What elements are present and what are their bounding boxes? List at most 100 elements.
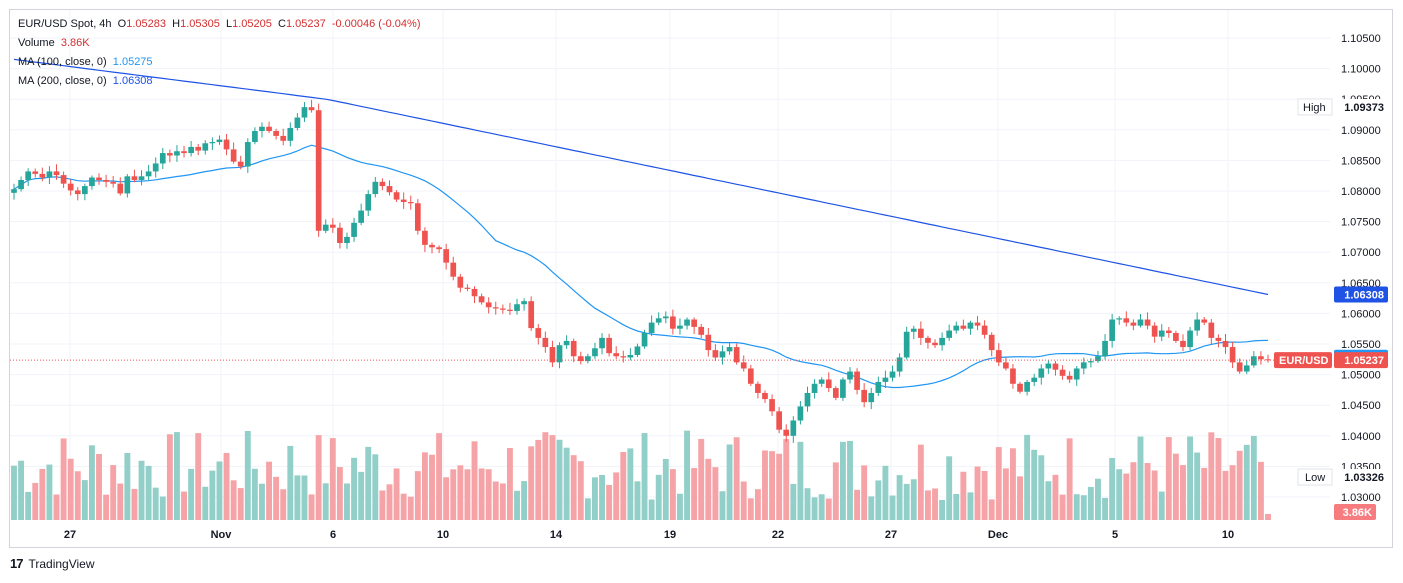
candle-body	[655, 318, 662, 323]
last-value: 1.05237	[1344, 355, 1384, 367]
volume-bar	[1208, 432, 1215, 520]
ma200-value: 1.06308	[1344, 290, 1384, 302]
legend-volume-label: Volume	[18, 37, 55, 49]
candle-body	[556, 345, 563, 363]
x-tick-label: 27	[64, 529, 76, 541]
volume-bar	[882, 465, 889, 520]
candle-body	[379, 181, 386, 187]
candle-body	[450, 262, 457, 277]
candle-body	[507, 309, 513, 311]
candle-body	[939, 337, 945, 346]
ma200-line	[13, 58, 1269, 296]
high-value-bg	[1334, 98, 1388, 115]
volume-bar	[25, 491, 32, 520]
y-tick-label: 1.10000	[1341, 64, 1381, 76]
volume-bar	[1123, 473, 1130, 520]
candle-body	[365, 194, 372, 211]
legend-volume-row[interactable]: Volume 3.86K	[18, 34, 421, 53]
volume-bar	[776, 453, 783, 520]
candle-body	[762, 392, 768, 400]
legend-change: -0.00046 (-0.04%)	[331, 18, 421, 30]
volume-bar	[1201, 467, 1208, 520]
volume-bar	[698, 438, 705, 520]
volume-bar	[903, 483, 910, 520]
volume-bar	[1187, 436, 1194, 520]
y-tick-label: 1.04000	[1341, 431, 1381, 443]
footer-brand[interactable]: 17 TradingView	[10, 556, 95, 571]
candle-body	[329, 224, 336, 228]
candle-body	[705, 334, 712, 351]
candle-body	[953, 325, 960, 331]
volume-bar	[400, 493, 407, 520]
candle-body	[1017, 383, 1023, 392]
candle-body	[1109, 319, 1115, 341]
candle-body	[1215, 337, 1222, 341]
candle-body	[422, 230, 428, 245]
volume-bar	[868, 496, 875, 520]
legend-ma100-row[interactable]: MA (100, close, 0) 1.05275	[18, 53, 421, 72]
volume-bar	[1087, 486, 1094, 520]
volume-bar	[478, 468, 485, 520]
volume-bar	[1250, 435, 1257, 520]
legend-low: 1.05205	[232, 18, 272, 30]
candle-body	[662, 316, 669, 319]
candle-body	[216, 139, 223, 143]
volume-bar	[117, 483, 124, 520]
candle-body	[11, 189, 17, 193]
volume-bar	[627, 448, 634, 520]
candle-body	[308, 107, 315, 111]
volume-bar	[152, 487, 159, 520]
tradingview-logo-icon: 17	[10, 556, 24, 571]
volume-bar	[492, 481, 499, 520]
volume-bar	[393, 468, 400, 520]
volume-bar	[88, 445, 95, 520]
candle-body	[988, 334, 995, 351]
candle-body	[613, 353, 620, 357]
candle-body	[797, 406, 804, 421]
candle-body	[464, 287, 471, 289]
volume-bar	[854, 489, 861, 520]
volume-bar	[244, 431, 251, 520]
volume-bar	[443, 477, 450, 520]
candle-body	[287, 127, 294, 141]
x-tick-label: 19	[664, 529, 676, 541]
candle-body	[358, 210, 364, 223]
volume-bar	[1031, 449, 1038, 520]
volume-bar	[174, 432, 180, 520]
volume-bar	[1265, 514, 1271, 520]
volume-bar	[159, 496, 166, 520]
volume-bar	[1095, 478, 1101, 520]
candle-body	[322, 224, 329, 231]
x-tick-label: 22	[772, 529, 784, 541]
x-tick-label: Dec	[988, 529, 1008, 541]
candle-body	[443, 249, 450, 263]
candle-body	[563, 340, 570, 346]
candle-body	[1180, 340, 1186, 348]
volume-bar	[839, 441, 846, 520]
candle-body	[103, 179, 109, 182]
candle-body	[825, 379, 832, 389]
volume-bar	[280, 489, 287, 520]
volume-bar	[1038, 455, 1045, 520]
candle-body	[1003, 362, 1009, 369]
chart-frame[interactable]	[9, 9, 1393, 548]
volume-bar	[549, 435, 556, 520]
legend-high: 1.05305	[180, 18, 220, 30]
legend-symbol[interactable]: EUR/USD Spot, 4h	[18, 18, 112, 30]
volume-value-bg	[1334, 504, 1376, 520]
volume-bar	[1137, 436, 1144, 520]
symbol-tag-bg	[1274, 352, 1332, 369]
legend-ma200-row[interactable]: MA (200, close, 0) 1.06308	[18, 72, 421, 91]
candle-body	[1038, 368, 1045, 378]
candle-body	[223, 139, 230, 150]
candle-body	[500, 308, 506, 310]
volume-bar	[251, 468, 258, 520]
candle-body	[684, 319, 690, 326]
volume-bar	[932, 488, 938, 520]
volume-bar	[528, 446, 535, 520]
volume-bar	[103, 494, 110, 520]
candle-body	[252, 131, 258, 143]
candle-body	[910, 328, 917, 332]
volume-bar	[712, 467, 719, 520]
